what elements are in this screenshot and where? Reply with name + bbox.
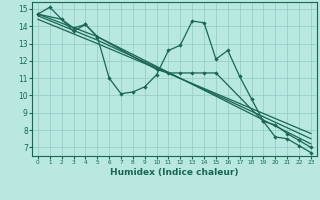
X-axis label: Humidex (Indice chaleur): Humidex (Indice chaleur) <box>110 168 239 177</box>
